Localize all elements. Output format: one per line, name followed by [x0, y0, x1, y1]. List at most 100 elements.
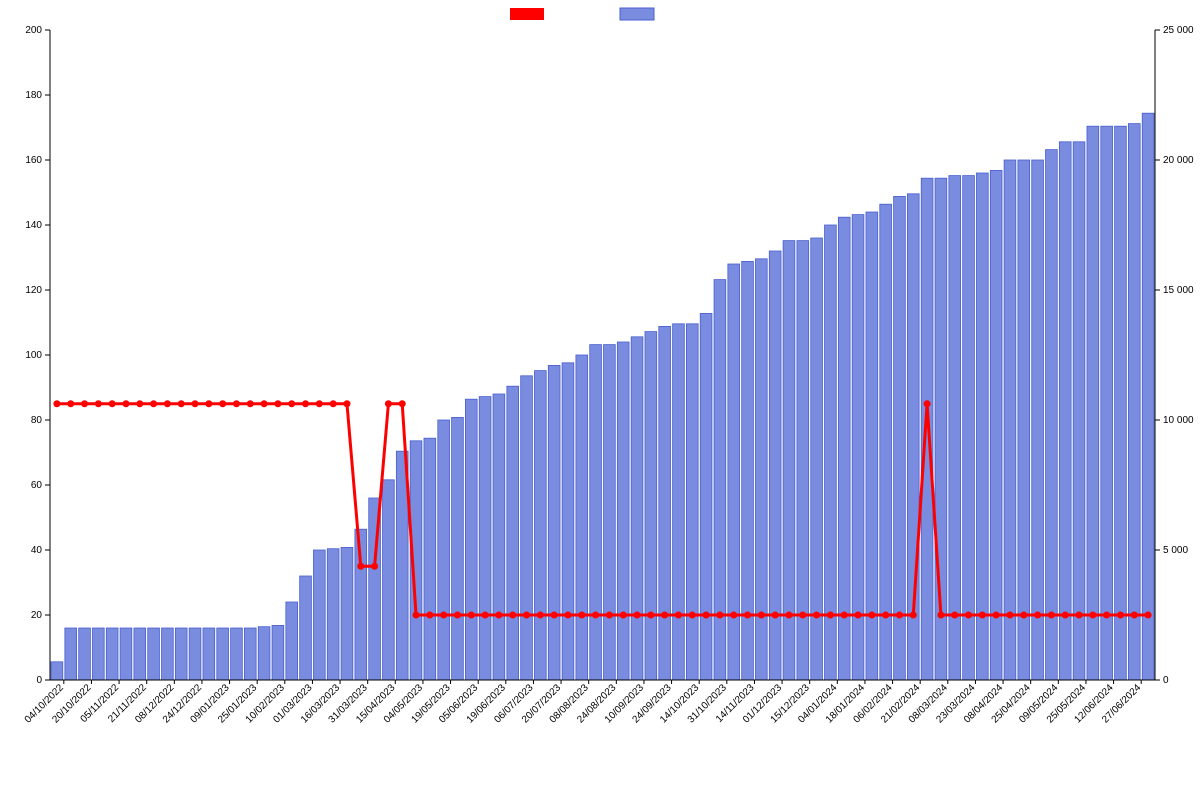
line-marker	[634, 612, 641, 619]
line-marker	[495, 612, 502, 619]
line-marker	[178, 400, 185, 407]
bar	[949, 176, 961, 680]
line-marker	[675, 612, 682, 619]
bar	[673, 324, 685, 680]
bar	[286, 602, 298, 680]
line-marker	[357, 563, 364, 570]
line-marker	[620, 612, 627, 619]
bar	[976, 173, 988, 680]
bar	[272, 625, 284, 680]
line-marker	[261, 400, 268, 407]
bar	[631, 337, 643, 680]
line-marker	[205, 400, 212, 407]
bar	[424, 438, 436, 680]
line-marker	[440, 612, 447, 619]
bar	[452, 417, 464, 680]
bar	[1087, 126, 1099, 680]
bar	[162, 628, 174, 680]
y-left-tick-label: 60	[31, 480, 43, 491]
bar	[1142, 113, 1154, 680]
line-marker	[288, 400, 295, 407]
y-left-tick-label: 0	[36, 675, 42, 686]
y-left-tick-label: 200	[25, 25, 42, 36]
bar	[203, 628, 215, 680]
line-marker	[343, 400, 350, 407]
line-marker	[689, 612, 696, 619]
line-marker	[274, 400, 281, 407]
bar	[148, 628, 160, 680]
line-marker	[399, 400, 406, 407]
line-marker	[592, 612, 599, 619]
bar	[1128, 124, 1140, 680]
y-right-tick-label: 15 000	[1163, 285, 1194, 296]
line-marker	[81, 400, 88, 407]
line-marker	[330, 400, 337, 407]
y-left-tick-label: 140	[25, 220, 42, 231]
line-marker	[95, 400, 102, 407]
line-marker	[827, 612, 834, 619]
line-marker	[67, 400, 74, 407]
line-marker	[1103, 612, 1110, 619]
bar	[714, 280, 726, 680]
line-marker	[744, 612, 751, 619]
line-marker	[122, 400, 129, 407]
line-marker	[150, 400, 157, 407]
line-marker	[937, 612, 944, 619]
line-marker	[1034, 612, 1041, 619]
bar	[604, 345, 616, 680]
bar	[990, 170, 1002, 680]
line-marker	[537, 612, 544, 619]
line-marker	[523, 612, 530, 619]
line-marker	[136, 400, 143, 407]
y-left-tick-label: 40	[31, 545, 43, 556]
line-marker	[882, 612, 889, 619]
line-marker	[924, 400, 931, 407]
bar	[852, 215, 864, 680]
bar	[1032, 160, 1044, 680]
line-marker	[965, 612, 972, 619]
bar	[300, 576, 312, 680]
line-marker	[813, 612, 820, 619]
line-marker	[371, 563, 378, 570]
bar	[617, 342, 629, 680]
line-marker	[233, 400, 240, 407]
line-marker	[661, 612, 668, 619]
y-left-tick-label: 180	[25, 90, 42, 101]
line-marker	[1117, 612, 1124, 619]
line-marker	[468, 612, 475, 619]
y-right-tick-label: 10 000	[1163, 415, 1194, 426]
line-marker	[799, 612, 806, 619]
line-marker	[716, 612, 723, 619]
line-marker	[703, 612, 710, 619]
line-marker	[413, 612, 420, 619]
line-marker	[482, 612, 489, 619]
line-marker	[758, 612, 765, 619]
bar	[1073, 142, 1085, 680]
bar	[493, 394, 505, 680]
bar	[51, 662, 63, 680]
bar	[1004, 160, 1016, 680]
bar	[590, 345, 602, 680]
line-marker	[109, 400, 116, 407]
line-marker	[578, 612, 585, 619]
bar	[548, 365, 560, 680]
y-right-tick-label: 0	[1163, 675, 1169, 686]
line-marker	[385, 400, 392, 407]
bar	[534, 371, 546, 680]
bar	[1115, 126, 1127, 680]
bar	[1101, 126, 1113, 680]
bar	[327, 549, 339, 680]
bar	[645, 332, 657, 680]
bar	[438, 420, 450, 680]
line-marker	[1048, 612, 1055, 619]
line-marker	[910, 612, 917, 619]
line-marker	[1145, 612, 1152, 619]
line-marker	[951, 612, 958, 619]
bar	[1046, 150, 1058, 680]
bar	[383, 480, 395, 680]
y-right-tick-label: 5 000	[1163, 545, 1188, 556]
line-marker	[1062, 612, 1069, 619]
bar	[341, 547, 353, 680]
bar	[700, 313, 712, 680]
bar	[1059, 142, 1071, 680]
